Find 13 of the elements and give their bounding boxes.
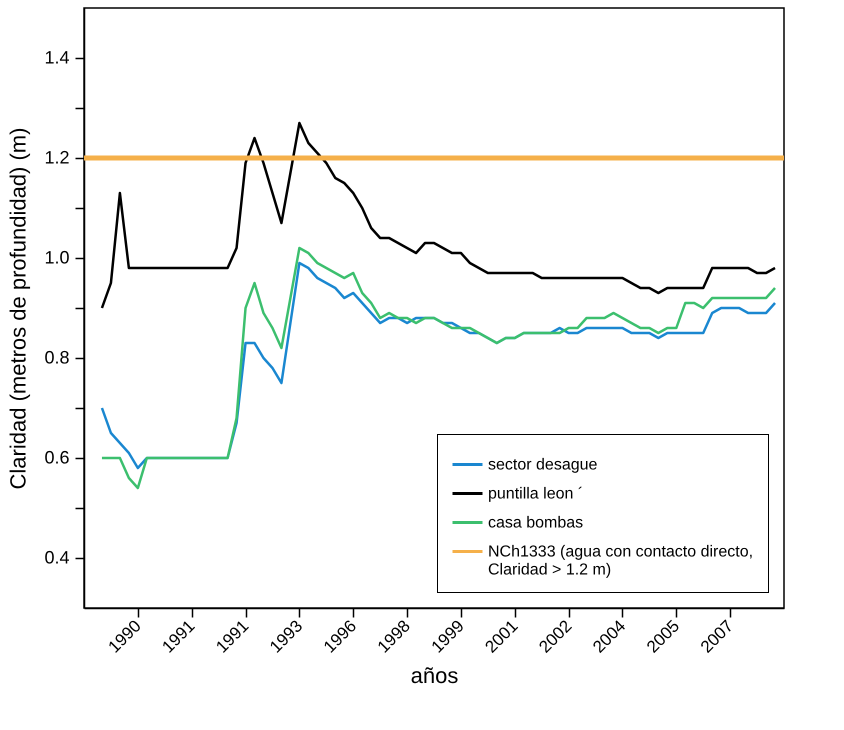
- x-axis-title: años: [410, 662, 458, 688]
- y-tick-label: 1.4: [44, 48, 70, 68]
- y-axis-title: Claridad (metros de profundidad) (m): [5, 128, 30, 490]
- line-series: [100, 122, 776, 310]
- y-tick-label: 0.6: [44, 448, 70, 468]
- legend-label: puntilla leon ´: [488, 486, 584, 502]
- y-tick-label: 1.2: [44, 148, 70, 168]
- legend-label: NCh1333 (agua con contacto directo, Claridad > 1.2 m): [488, 544, 754, 578]
- y-tick-label: 0.4: [44, 548, 70, 568]
- y-tick-label: 1.0: [44, 248, 70, 268]
- legend-label: casa bombas: [488, 514, 584, 532]
- legend-label: sector desague: [488, 456, 598, 474]
- y-tick-label: 0.8: [44, 348, 70, 368]
